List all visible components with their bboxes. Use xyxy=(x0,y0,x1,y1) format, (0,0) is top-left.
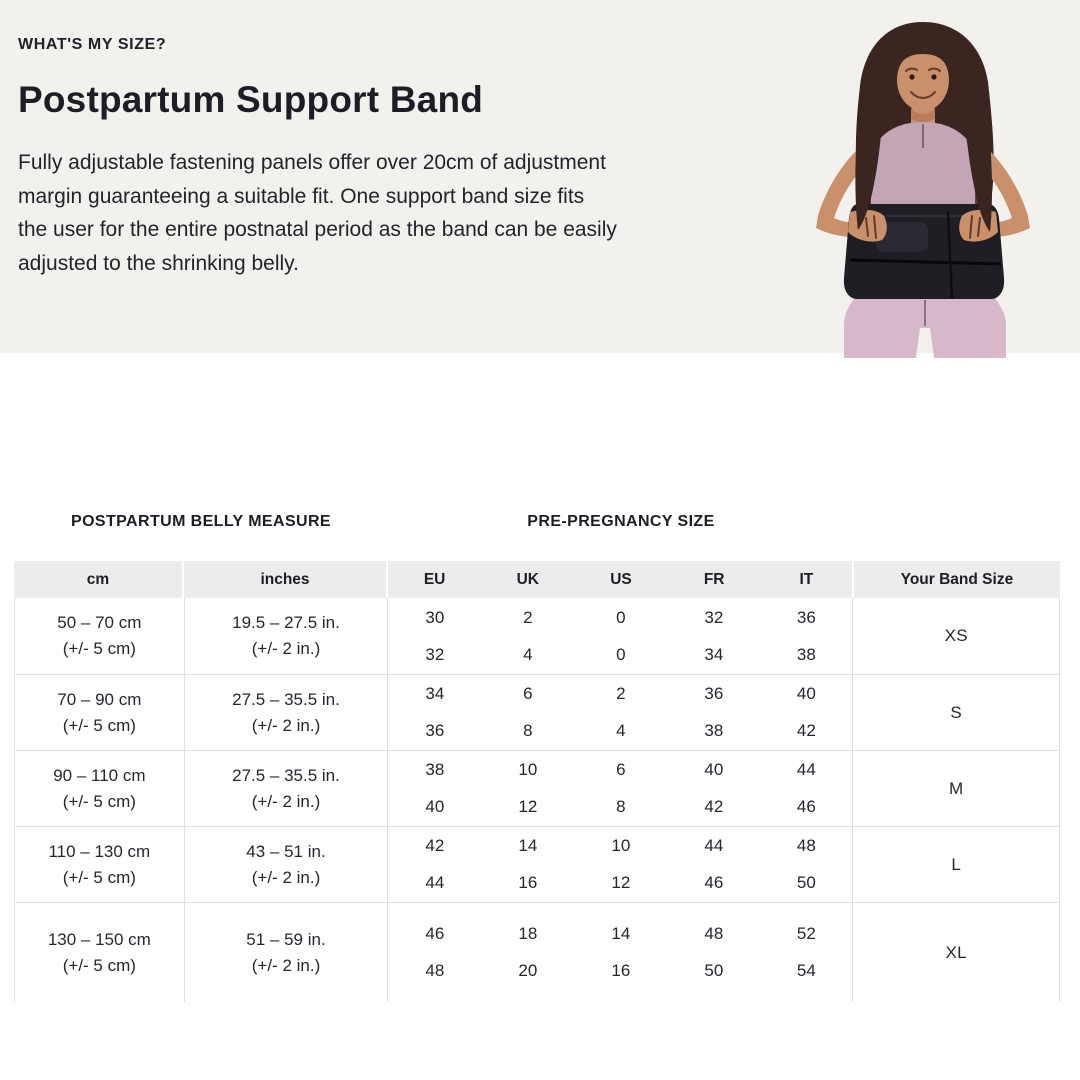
cell-us: 14 16 xyxy=(611,924,631,980)
product-description: Fully adjustable fastening panels offer … xyxy=(18,151,617,275)
cell-uk: 14 16 xyxy=(518,836,538,892)
cell-band-size: XL xyxy=(945,942,967,962)
cell-eu: 46 48 xyxy=(425,924,445,980)
chart-group-headers: POSTPARTUM BELLY MEASURE PRE-PREGNANCY S… xyxy=(14,513,1060,535)
cell-it: 44 46 xyxy=(760,751,854,826)
eyebrow-label: WHAT'S MY SIZE? xyxy=(18,36,167,53)
cell-uk: 10 12 xyxy=(518,760,538,816)
column-header-band-size: Your Band Size xyxy=(853,561,1060,598)
table-header-row: cm inches EU UK US FR IT Your Band Size xyxy=(14,561,1060,598)
cell-band-size: XS xyxy=(944,626,968,645)
column-header-uk: UK xyxy=(481,561,575,598)
table-row: 130 – 150 cm (+/- 5 cm) 51 – 59 in. (+/-… xyxy=(15,902,1059,1002)
cell-inches: 27.5 – 35.5 in. (+/- 2 in.) xyxy=(185,751,389,826)
cell-inches: 19.5 – 27.5 in. (+/- 2 in.) xyxy=(185,598,389,674)
column-header-inches: inches xyxy=(184,561,388,598)
cell-inches: 51 – 59 in. (+/- 2 in.) xyxy=(185,903,389,1002)
cell-fr: 32 34 xyxy=(704,607,724,664)
size-chart: POSTPARTUM BELLY MEASURE PRE-PREGNANCY S… xyxy=(14,513,1060,1002)
table-row: 50 – 70 cm (+/- 5 cm) 19.5 – 27.5 in. (+… xyxy=(15,598,1059,674)
cell-cm: 110 – 130 cm (+/- 5 cm) xyxy=(15,827,185,902)
cell-it: 52 54 xyxy=(760,903,854,1002)
cell-inches: 27.5 – 35.5 in. (+/- 2 in.) xyxy=(185,675,389,750)
cell-cm: 70 – 90 cm (+/- 5 cm) xyxy=(15,675,185,750)
cell-it: 36 38 xyxy=(760,598,854,674)
cell-inches: 43 – 51 in. (+/- 2 in.) xyxy=(185,827,389,902)
table-row: 90 – 110 cm (+/- 5 cm) 27.5 – 35.5 in. (… xyxy=(15,750,1059,826)
table-body: 50 – 70 cm (+/- 5 cm) 19.5 – 27.5 in. (+… xyxy=(14,598,1060,1002)
cell-eu: 34 36 xyxy=(425,684,445,740)
hero-section: WHAT'S MY SIZE? Postpartum Support Band … xyxy=(0,0,1080,358)
cell-it: 40 42 xyxy=(760,675,854,750)
cell-cm: 130 – 150 cm (+/- 5 cm) xyxy=(15,903,185,1002)
cell-us: 10 12 xyxy=(611,836,631,892)
product-model-photo xyxy=(780,16,1030,358)
column-header-us: US xyxy=(574,561,668,598)
cell-eu: 30 32 xyxy=(425,607,445,664)
group-header-pre-pregnancy: PRE-PREGNANCY SIZE xyxy=(527,513,715,530)
page-title: Postpartum Support Band xyxy=(18,79,484,120)
cell-band-size: S xyxy=(950,702,963,722)
cell-cm: 50 – 70 cm (+/- 5 cm) xyxy=(15,598,185,674)
cell-band-size: M xyxy=(948,778,964,798)
table-row: 110 – 130 cm (+/- 5 cm) 43 – 51 in. (+/-… xyxy=(15,826,1059,902)
model-illustration xyxy=(816,22,1030,358)
cell-band-size: L xyxy=(951,854,962,874)
group-header-spacer xyxy=(854,513,1060,535)
cell-fr: 40 42 xyxy=(704,760,724,816)
cell-fr: 48 50 xyxy=(704,924,724,980)
cell-eu: 42 44 xyxy=(425,836,445,892)
column-header-fr: FR xyxy=(667,561,761,598)
cell-it: 48 50 xyxy=(760,827,854,902)
cell-fr: 36 38 xyxy=(704,684,724,740)
column-header-cm: cm xyxy=(14,561,184,598)
column-header-it: IT xyxy=(760,561,854,598)
group-header-belly-measure: POSTPARTUM BELLY MEASURE xyxy=(71,513,331,530)
cell-fr: 44 46 xyxy=(704,836,724,892)
table-row: 70 – 90 cm (+/- 5 cm) 27.5 – 35.5 in. (+… xyxy=(15,674,1059,750)
column-header-eu: EU xyxy=(388,561,482,598)
cell-uk: 18 20 xyxy=(518,924,538,980)
cell-eu: 38 40 xyxy=(425,760,445,816)
cell-cm: 90 – 110 cm (+/- 5 cm) xyxy=(15,751,185,826)
